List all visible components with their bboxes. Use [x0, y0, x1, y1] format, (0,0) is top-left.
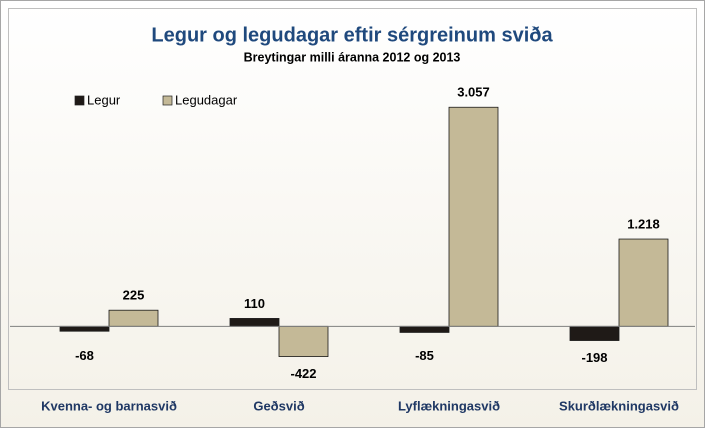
bar: [399, 325, 450, 333]
plot-frame: [8, 8, 697, 390]
value-label: -85: [415, 348, 434, 363]
bar: [108, 309, 159, 327]
value-label: -422: [290, 366, 316, 381]
value-label: -198: [581, 350, 607, 365]
x-tick-label: Kvenna- og barnasvið: [41, 398, 177, 413]
value-label: 110: [244, 296, 265, 311]
x-tick-label: Lyflækningasvið: [398, 398, 500, 413]
value-label: -68: [75, 348, 94, 363]
x-tick-label: Geðsvið: [253, 398, 304, 413]
bar: [569, 325, 620, 341]
bar: [229, 318, 280, 327]
legend-swatch: [162, 95, 173, 106]
legend-label: Legur: [87, 92, 121, 107]
bar: [278, 325, 329, 357]
value-label: 1.218: [627, 216, 660, 231]
bar: [448, 106, 499, 327]
bar: [59, 325, 110, 332]
legend-label: Legudagar: [175, 92, 238, 107]
value-label: 225: [123, 288, 145, 303]
bar: [618, 238, 669, 327]
x-tick-label: Skurðlækningasvið: [559, 398, 679, 413]
chart-subtitle: Breytingar milli áranna 2012 og 2013: [244, 50, 461, 64]
chart-title: Legur og legudagar eftir sérgreinum svið…: [151, 24, 553, 46]
value-label: 3.057: [457, 85, 490, 100]
legend-swatch: [74, 95, 85, 106]
